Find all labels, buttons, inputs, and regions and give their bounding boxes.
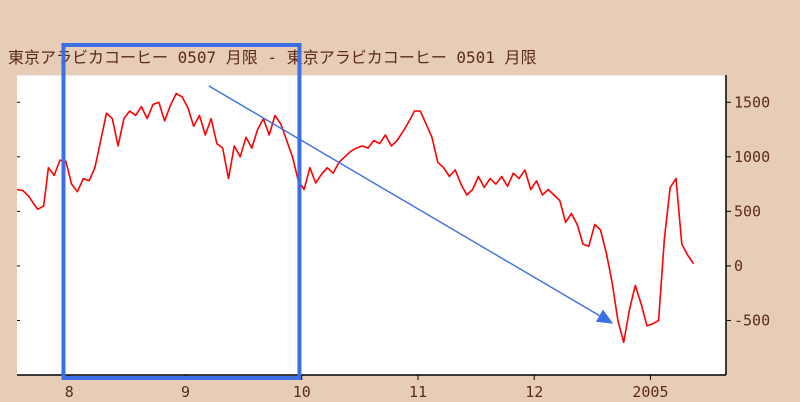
x-tick-label: 9	[181, 383, 190, 401]
x-axis-ticks: 8 9 10 11 12 2005	[65, 375, 669, 401]
y-tick-label: 1000	[734, 148, 770, 166]
x-tick-label: 2005	[632, 383, 668, 401]
y-tick-label: 1500	[734, 93, 770, 111]
y-tick-label: 500	[734, 202, 761, 220]
series-line-red	[16, 92, 695, 344]
x-tick-label: 12	[525, 383, 543, 401]
y-tick-label: -500	[734, 311, 770, 329]
chart-title: 東京アラビカコーヒー 0507 月限 - 東京アラビカコーヒー 0501 月限	[8, 48, 537, 67]
trend-arrow-line	[208, 85, 600, 317]
y-axis-ticks: 1500 1000 500 0 -500	[17, 93, 770, 329]
highlight-rectangle	[61, 43, 302, 380]
x-tick-label: 11	[409, 383, 427, 401]
x-tick-label: 8	[65, 383, 74, 401]
trend-arrow-head	[595, 309, 614, 324]
plot-background	[17, 75, 726, 375]
x-tick-label: 10	[293, 383, 311, 401]
y-tick-label: 0	[734, 257, 743, 275]
